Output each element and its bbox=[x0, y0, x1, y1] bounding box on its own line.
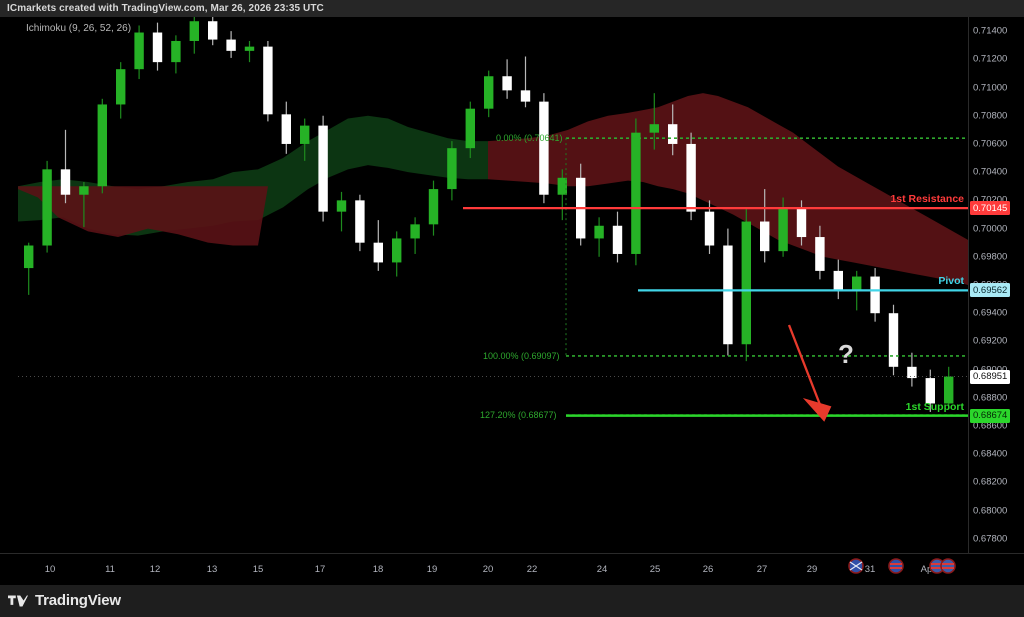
resistance-price-tag[interactable]: 0.70145 bbox=[970, 201, 1011, 216]
tradingview-watermark: ICmarkets created with TradingView.com, … bbox=[0, 0, 1024, 17]
time-axis[interactable]: 10 11 12 13 15 17 18 19 20 22 24 25 26 27 29 31 Apr bbox=[0, 553, 1024, 585]
time-axis-tick: 15 bbox=[252, 564, 264, 575]
time-axis-tick: 11 bbox=[105, 564, 115, 575]
price-axis-tick: 0.70600 bbox=[973, 138, 1008, 150]
price-axis-tick: 0.68000 bbox=[973, 505, 1008, 517]
price-axis-tick: 0.69200 bbox=[973, 335, 1008, 347]
time-axis-tick: 13 bbox=[206, 564, 218, 575]
economic-event-usd[interactable] bbox=[888, 558, 904, 579]
price-axis-tick: 0.68600 bbox=[973, 420, 1008, 432]
time-axis-tick: 19 bbox=[426, 564, 438, 575]
price-axis-tick: 0.70200 bbox=[973, 195, 1007, 206]
chart-canvas bbox=[18, 17, 968, 422]
last-price-tag[interactable]: 0.68951 bbox=[970, 369, 1011, 384]
pivot-price-tag[interactable]: 0.69562 bbox=[970, 283, 1011, 298]
time-axis-tick: 22 bbox=[526, 564, 538, 575]
price-axis-tick: 0.71400 bbox=[973, 25, 1008, 37]
economic-event-aud[interactable] bbox=[848, 558, 864, 579]
chart-plot-area[interactable]: Ichimoku (9, 26, 52, 26) 1st Resistance P… bbox=[18, 17, 968, 553]
time-axis-tick: 20 bbox=[482, 564, 494, 575]
price-axis-tick: 0.69800 bbox=[973, 251, 1008, 263]
time-axis-tick: 31 bbox=[864, 564, 876, 575]
price-axis-tick: 0.70800 bbox=[973, 110, 1008, 122]
price-axis-tick: 0.70000 bbox=[973, 223, 1008, 235]
chart-frame[interactable]: Ichimoku (9, 26, 52, 26) 1st Resistance P… bbox=[0, 17, 1024, 585]
fib-0-label: 0.00% (0.70641) bbox=[496, 133, 563, 144]
price-axis[interactable]: 0.71400 0.71200 0.71000 0.70800 0.70600 0.704… bbox=[968, 17, 1024, 553]
fib-100-label: 100.00% (0.69097) bbox=[483, 350, 560, 361]
price-axis-tick: 0.69400 bbox=[973, 307, 1008, 319]
price-axis-tick: 0.71200 bbox=[973, 53, 1008, 65]
time-axis-tick: 18 bbox=[372, 564, 384, 575]
price-axis-tick: 0.67800 bbox=[973, 533, 1008, 545]
time-axis-tick: 17 bbox=[314, 564, 326, 575]
time-axis-tick: 27 bbox=[756, 564, 768, 575]
tradingview-logo-text: TradingView bbox=[35, 592, 121, 609]
price-axis-tick: 0.70400 bbox=[973, 166, 1008, 178]
time-axis-tick: 25 bbox=[649, 564, 661, 575]
pivot-label: Pivot bbox=[938, 275, 964, 288]
tradingview-logo-icon bbox=[8, 594, 28, 607]
price-axis-tick: 0.71000 bbox=[973, 82, 1008, 94]
price-axis-tick: 0.68200 bbox=[973, 476, 1008, 488]
support-price-tag[interactable]: 0.68674 bbox=[970, 408, 1011, 423]
price-axis-tick: 0.68400 bbox=[973, 448, 1008, 460]
time-axis-tick: 29 bbox=[806, 564, 818, 575]
time-axis-tick: Apr bbox=[920, 564, 936, 575]
time-axis-tick: 10 bbox=[44, 564, 56, 575]
tradingview-logo[interactable]: TradingView bbox=[8, 592, 121, 609]
ichimoku-indicator-legend[interactable]: Ichimoku (9, 26, 52, 26) bbox=[26, 23, 132, 34]
time-axis-tick: 24 bbox=[596, 564, 608, 575]
bottom-bar: TradingView bbox=[0, 585, 1024, 617]
time-axis-tick: 26 bbox=[702, 564, 714, 575]
time-axis-tick: 12 bbox=[149, 564, 161, 575]
first-resistance-label: 1st Resistance bbox=[890, 193, 964, 206]
price-axis-tick: 0.68800 bbox=[973, 392, 1008, 404]
first-support-label: 1st Support bbox=[905, 400, 964, 413]
question-mark-annotation: ? bbox=[838, 339, 854, 369]
economic-event-usd-double[interactable] bbox=[928, 558, 958, 579]
fib-127-label: 127.20% (0.68677) bbox=[480, 410, 557, 421]
